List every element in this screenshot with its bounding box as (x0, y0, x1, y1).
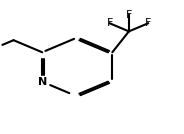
Text: F: F (126, 10, 132, 20)
Text: N: N (38, 77, 47, 87)
Text: F: F (145, 18, 151, 28)
Text: F: F (107, 18, 113, 28)
